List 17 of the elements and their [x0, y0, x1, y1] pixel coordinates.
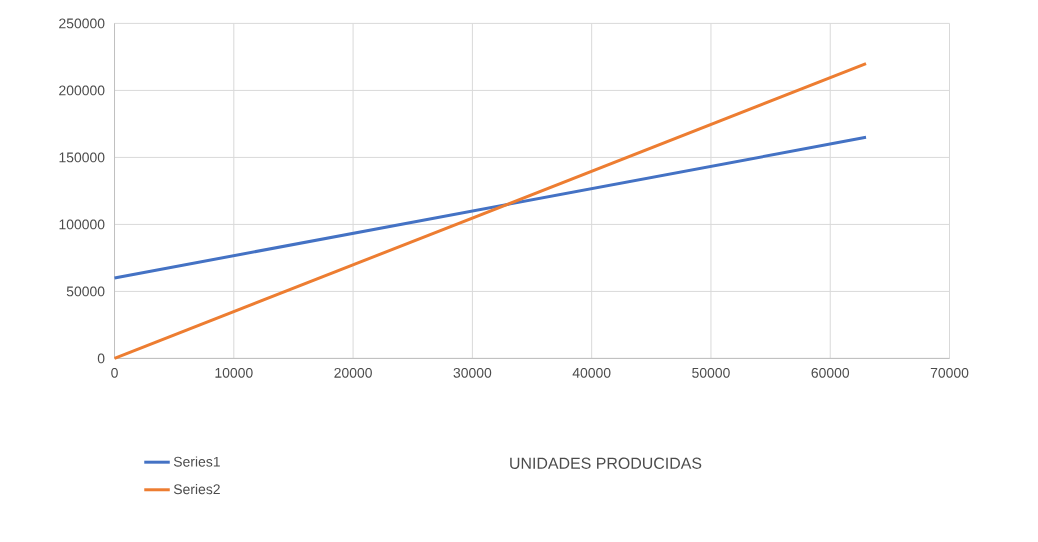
x-tick-label: 20000	[334, 367, 372, 378]
y-tick-label: 200000	[59, 85, 105, 96]
legend-label: Series2	[173, 483, 220, 495]
x-tick-label: 40000	[572, 367, 611, 378]
y-tick-label: 250000	[59, 18, 105, 29]
x-tick-label: 50000	[692, 367, 730, 378]
text: UNIDADES PRODUCIDAS	[510, 457, 702, 469]
y-tick-label: 0	[97, 353, 105, 364]
x-tick-label: 70000	[930, 367, 969, 378]
x-tick-label: 10000	[215, 367, 253, 378]
x-tick-label: 0	[111, 367, 118, 378]
x-tick-label: 60000	[811, 367, 850, 378]
y-tick-label: 50000	[66, 286, 105, 297]
y-tick-label: 100000	[59, 219, 105, 230]
legend-label: Series1	[173, 456, 220, 467]
y-tick-label: 150000	[59, 152, 105, 163]
x-tick-label: 30000	[453, 367, 492, 378]
